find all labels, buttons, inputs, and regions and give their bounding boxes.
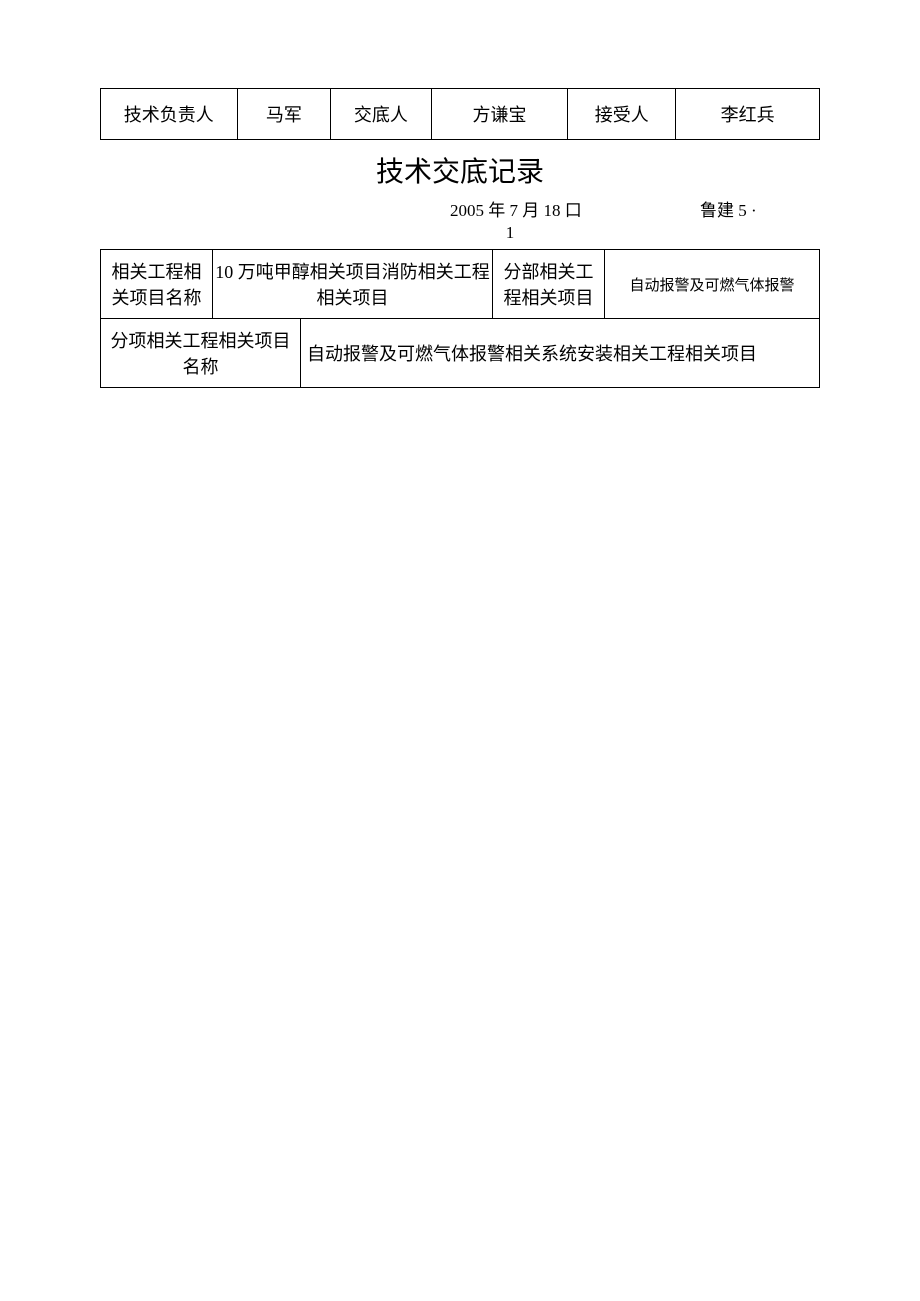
meta-code: 鲁建 5 · <box>700 196 820 221</box>
table-row: 分项相关工程相关项目名称自动报警及可燃气体报警相关系统安装相关工程相关项目 <box>101 319 820 388</box>
meta-row: 2005 年 7 月 18 口 鲁建 5 · <box>100 196 820 221</box>
cell-project-name-label: 相关工程相关项目名称 <box>101 250 213 319</box>
table-row: 相关工程相关项目名称10 万吨甲醇相关项目消防相关工程相关项目分部相关工程相关项… <box>101 250 820 319</box>
meta-page: 1 <box>100 223 820 243</box>
cell-subproject-value: 自动报警及可燃气体报警 <box>605 250 820 319</box>
cell-presenter-label: 交底人 <box>331 89 432 140</box>
cell-tech-lead-label: 技术负责人 <box>101 89 238 140</box>
cell-item-name-value: 自动报警及可燃气体报警相关系统安装相关工程相关项目 <box>301 319 820 388</box>
cell-project-name-value: 10 万吨甲醇相关项目消防相关工程相关项目 <box>213 250 493 319</box>
meta-spacer <box>100 196 350 221</box>
cell-receiver-label: 接受人 <box>568 89 676 140</box>
cell-item-name-label: 分项相关工程相关项目名称 <box>101 319 301 388</box>
cell-subproject-label: 分部相关工程相关项目 <box>493 250 605 319</box>
meta-date: 2005 年 7 月 18 口 <box>350 196 700 221</box>
signoff-table: 技术负责人 马军 交底人 方谦宝 接受人 李红兵 <box>100 88 820 140</box>
page-title: 技术交底记录 <box>100 150 820 190</box>
table-row: 技术负责人 马军 交底人 方谦宝 接受人 李红兵 <box>101 89 820 140</box>
project-info-table: 相关工程相关项目名称10 万吨甲醇相关项目消防相关工程相关项目分部相关工程相关项… <box>100 249 820 388</box>
cell-presenter-value: 方谦宝 <box>431 89 568 140</box>
cell-receiver-value: 李红兵 <box>676 89 820 140</box>
cell-tech-lead-value: 马军 <box>237 89 330 140</box>
